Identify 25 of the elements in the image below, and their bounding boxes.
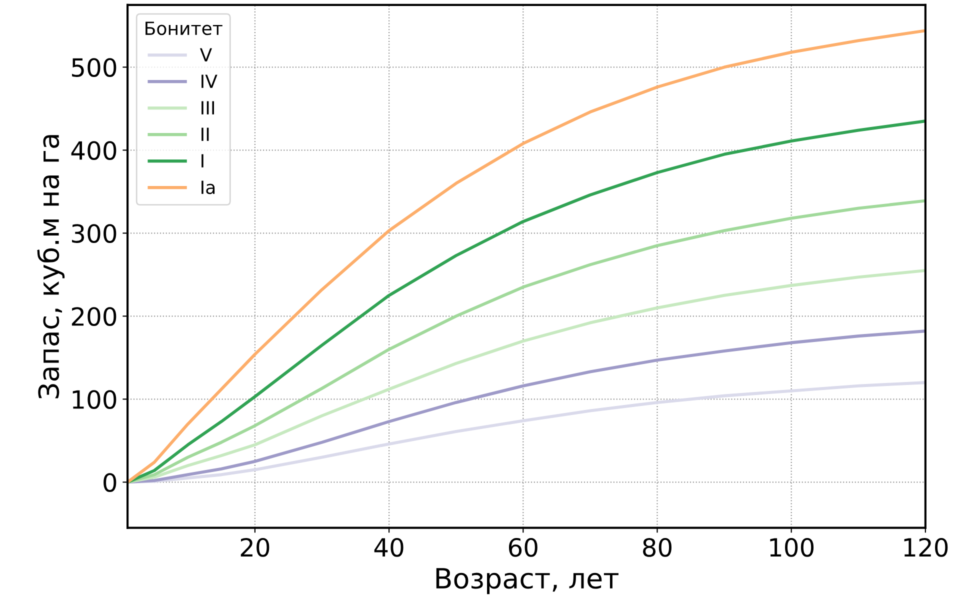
legend-label: V [200, 48, 212, 62]
x-tick-label: 60 [508, 538, 538, 557]
x-tick-label: 80 [643, 538, 672, 557]
y-tick-label: 300 [72, 224, 116, 244]
y-tick-label: 500 [72, 58, 116, 78]
line-series [128, 268, 926, 484]
x-tick-label: 20 [240, 538, 270, 557]
y-tick-label: 200 [72, 307, 116, 326]
line-series [128, 199, 926, 484]
x-tick-label: 120 [904, 538, 948, 557]
x-tick-label: 40 [374, 538, 404, 557]
x-axis-title: Возраст, лет [436, 568, 618, 594]
legend-label: III [202, 101, 214, 114]
y-tick-label: 100 [72, 390, 116, 409]
legend-title: Бонитет [146, 22, 222, 36]
line-series [128, 120, 926, 484]
legend-label: IV [202, 74, 218, 88]
legend-label: Ia [202, 180, 215, 194]
y-axis-title: Запас, куб.м на га [37, 135, 65, 398]
y-tick-label: 0 [104, 473, 116, 492]
line-series [128, 330, 926, 484]
x-tick-label: 100 [770, 538, 814, 557]
y-tick-label: 400 [71, 141, 116, 160]
legend-label: II [202, 128, 209, 141]
legend-label: I [202, 154, 204, 168]
